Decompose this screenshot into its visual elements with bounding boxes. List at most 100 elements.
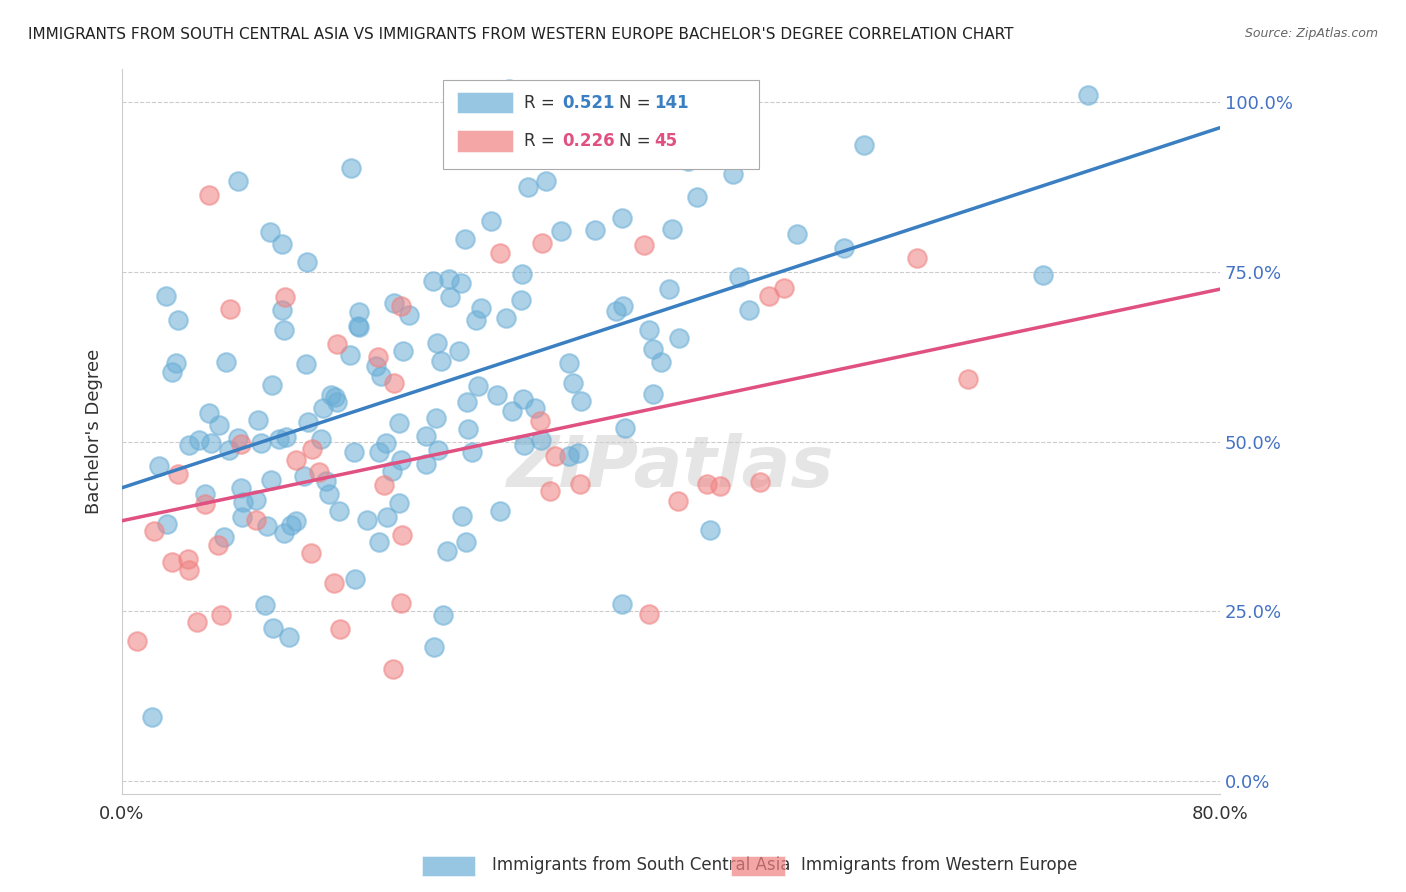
Point — [709, 478, 731, 492]
Point — [456, 395, 478, 409]
Point — [457, 422, 479, 436]
Point — [143, 524, 166, 538]
Point — [415, 429, 437, 443]
Point — [375, 509, 398, 524]
Point — [356, 513, 378, 527]
Point — [538, 484, 561, 499]
Point — [650, 355, 672, 369]
Point — [322, 575, 344, 590]
Point — [699, 523, 721, 537]
Point — [683, 140, 706, 154]
Point — [200, 436, 222, 450]
Point — [696, 477, 718, 491]
Point — [832, 241, 855, 255]
Point — [176, 552, 198, 566]
Point — [231, 510, 253, 524]
Point — [256, 519, 278, 533]
Point — [273, 525, 295, 540]
Point — [658, 282, 681, 296]
Point — [260, 377, 283, 392]
Y-axis label: Bachelor's Degree: Bachelor's Degree — [86, 349, 103, 514]
Point — [315, 475, 337, 489]
Point — [141, 710, 163, 724]
Point — [273, 323, 295, 337]
Point — [166, 467, 188, 481]
Point — [388, 496, 411, 510]
Text: R =: R = — [524, 132, 561, 150]
Point — [392, 343, 415, 358]
Point — [177, 437, 200, 451]
Point — [437, 272, 460, 286]
Point — [344, 572, 367, 586]
Text: 0.521: 0.521 — [562, 94, 614, 112]
Point — [339, 348, 361, 362]
Point — [461, 444, 484, 458]
Point — [454, 232, 477, 246]
Point — [454, 535, 477, 549]
Text: Immigrants from Western Europe: Immigrants from Western Europe — [801, 856, 1078, 874]
Point — [388, 417, 411, 431]
Point — [229, 436, 252, 450]
Point — [381, 662, 404, 676]
Point — [957, 372, 980, 386]
Point — [259, 225, 281, 239]
Point — [638, 323, 661, 337]
Point — [267, 432, 290, 446]
Point — [389, 452, 412, 467]
Point — [666, 494, 689, 508]
Point — [427, 442, 450, 457]
Point — [187, 434, 209, 448]
Point — [231, 495, 253, 509]
Point — [544, 450, 567, 464]
Point — [495, 311, 517, 326]
Point — [156, 516, 179, 531]
Point — [297, 255, 319, 269]
Point — [758, 289, 780, 303]
Point — [148, 459, 170, 474]
Point — [423, 640, 446, 654]
Point — [637, 607, 659, 622]
Point — [292, 468, 315, 483]
Point — [209, 608, 232, 623]
Point — [489, 245, 512, 260]
Point — [219, 302, 242, 317]
Point — [612, 597, 634, 611]
Point — [907, 251, 929, 265]
Point — [271, 303, 294, 318]
Point — [155, 289, 177, 303]
Text: Immigrants from South Central Asia: Immigrants from South Central Asia — [492, 856, 790, 874]
Point — [326, 337, 349, 351]
Point — [375, 436, 398, 450]
Text: IMMIGRANTS FROM SOUTH CENTRAL ASIA VS IMMIGRANTS FROM WESTERN EUROPE BACHELOR'S : IMMIGRANTS FROM SOUTH CENTRAL ASIA VS IM… — [28, 27, 1014, 42]
Point — [728, 269, 751, 284]
Point — [299, 546, 322, 560]
Point — [1032, 268, 1054, 283]
Point — [253, 599, 276, 613]
Point — [1077, 88, 1099, 103]
Point — [477, 106, 499, 120]
Point — [465, 313, 488, 327]
Point — [301, 442, 323, 456]
Point — [260, 474, 283, 488]
Text: 141: 141 — [654, 94, 689, 112]
Point — [165, 356, 187, 370]
Point — [343, 445, 366, 459]
Point — [373, 477, 395, 491]
Point — [749, 475, 772, 490]
Point — [297, 416, 319, 430]
Point — [245, 493, 267, 508]
Point — [246, 413, 269, 427]
Point — [432, 608, 454, 623]
Point — [212, 529, 235, 543]
Text: Source: ZipAtlas.com: Source: ZipAtlas.com — [1244, 27, 1378, 40]
Point — [329, 622, 352, 636]
Point — [295, 357, 318, 371]
Point — [311, 432, 333, 446]
Point — [364, 359, 387, 373]
Text: 45: 45 — [654, 132, 676, 150]
Text: R =: R = — [524, 94, 561, 112]
Point — [510, 267, 533, 281]
Point — [218, 443, 240, 458]
Point — [558, 450, 581, 464]
Point — [513, 437, 536, 451]
